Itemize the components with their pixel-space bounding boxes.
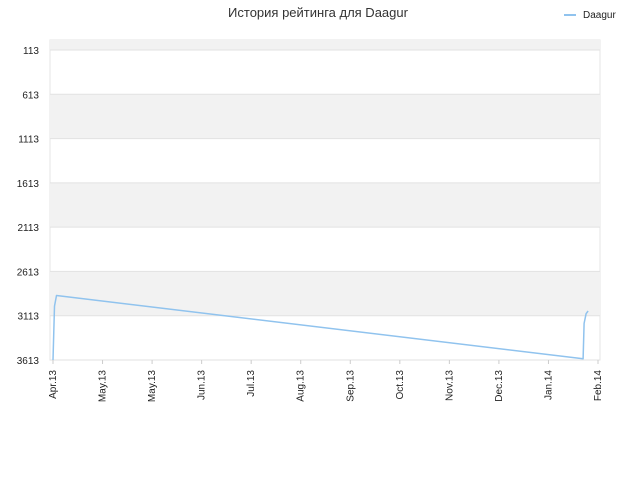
x-tick-label: Feb.14: [593, 370, 604, 402]
x-tick-label: May.13: [147, 370, 158, 402]
x-tick-label: Oct.13: [395, 370, 406, 400]
y-axis-ticks: 113 613 1113 1613 2113 2613 3113 3613: [17, 46, 40, 367]
x-tick-label: Nov.13: [444, 370, 455, 401]
legend-label-daagur: Daagur: [583, 10, 616, 21]
y-tick-label: 1113: [18, 135, 39, 146]
chart-title: История рейтинга для Daagur: [228, 5, 409, 20]
series-layer: [52, 294, 589, 361]
x-tick-label: May.13: [98, 370, 109, 402]
plot-bands: [49, 39, 601, 361]
y-tick-label: 1613: [17, 179, 40, 190]
x-tick-label: Sep.13: [345, 370, 356, 402]
x-tick-label: Jun.13: [197, 370, 208, 400]
y-tick-label: 2613: [17, 267, 40, 278]
plot-band: [50, 40, 600, 50]
legend: Daagur: [564, 10, 616, 21]
plot-band: [50, 271, 600, 316]
x-tick-label: Aug.13: [296, 370, 307, 402]
x-tick-label: Jan.14: [543, 370, 554, 400]
y-tick-label: 113: [23, 46, 39, 57]
grid-lines: [50, 49, 600, 361]
plot-band: [50, 94, 600, 139]
plot-band: [50, 182, 600, 228]
y-tick-label: 2113: [17, 223, 39, 234]
y-tick-label: 3113: [17, 312, 39, 323]
x-tick-label: Apr.13: [48, 370, 59, 399]
x-axis-ticks: Apr.13 May.13 May.13 Jun.13 Jul.13 Aug.13 Sep.…: [48, 360, 604, 402]
y-tick-label: 3613: [17, 356, 40, 367]
y-tick-label: 613: [22, 90, 39, 101]
series-line-daagur: [52, 294, 589, 361]
x-tick-label: Dec.13: [494, 370, 505, 402]
x-tick-label: Jul.13: [246, 370, 257, 397]
